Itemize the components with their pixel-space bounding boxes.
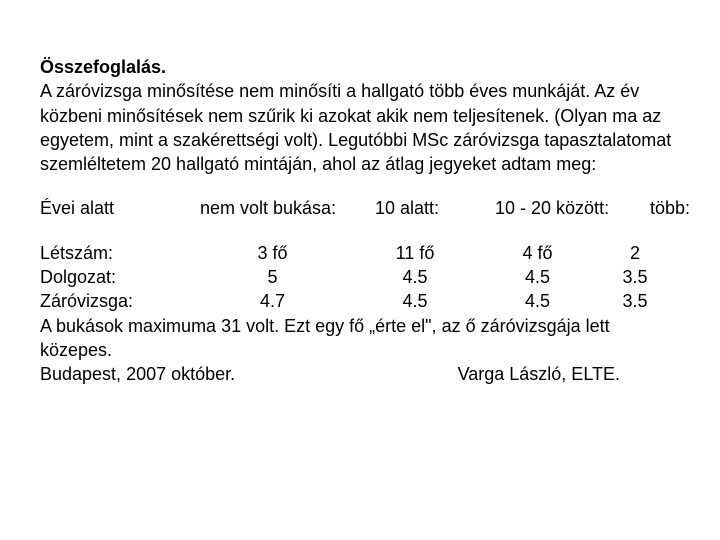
title-text: Összefoglalás. bbox=[40, 57, 166, 77]
row-val: 4 fő bbox=[475, 241, 600, 265]
hdr-col2: 10 alatt: bbox=[365, 196, 495, 220]
row-val: 4.5 bbox=[355, 289, 475, 313]
hdr-col1: nem volt bukása: bbox=[190, 196, 365, 220]
footer-left: Budapest, 2007 október. bbox=[40, 362, 235, 386]
row-label: Dolgozat: bbox=[40, 265, 190, 289]
table-header-row: Évei alatt nem volt bukása: 10 alatt: 10… bbox=[40, 196, 680, 220]
footer-right: Varga László, ELTE. bbox=[458, 362, 680, 386]
table-row: Létszám: 3 fő 11 fő 4 fő 2 bbox=[40, 241, 680, 265]
slide-content: Összefoglalás. A záróvizsga minősítése n… bbox=[0, 0, 720, 427]
title: Összefoglalás. bbox=[40, 55, 680, 79]
row-val: 4.5 bbox=[475, 289, 600, 313]
row-val: 4.5 bbox=[355, 265, 475, 289]
hdr-col0: Évei alatt bbox=[40, 196, 190, 220]
row-val: 3.5 bbox=[600, 289, 670, 313]
row-label: Záróvizsga: bbox=[40, 289, 190, 313]
hdr-col3: 10 - 20 között: bbox=[495, 196, 620, 220]
row-val: 3.5 bbox=[600, 265, 670, 289]
row-val: 2 bbox=[600, 241, 670, 265]
row-val: 4.5 bbox=[475, 265, 600, 289]
table-row: Záróvizsga: 4.7 4.5 4.5 3.5 bbox=[40, 289, 680, 313]
row-val: 11 fő bbox=[355, 241, 475, 265]
paragraph-intro: A záróvizsga minősítése nem minősíti a h… bbox=[40, 79, 680, 176]
footer-row: Budapest, 2007 október. Varga László, EL… bbox=[40, 362, 680, 386]
table-row: Dolgozat: 5 4.5 4.5 3.5 bbox=[40, 265, 680, 289]
hdr-col4: több: bbox=[620, 196, 690, 220]
paragraph-note: A bukások maximuma 31 volt. Ezt egy fő „… bbox=[40, 314, 680, 363]
row-val: 4.7 bbox=[190, 289, 355, 313]
row-val: 3 fő bbox=[190, 241, 355, 265]
row-val: 5 bbox=[190, 265, 355, 289]
row-label: Létszám: bbox=[40, 241, 190, 265]
